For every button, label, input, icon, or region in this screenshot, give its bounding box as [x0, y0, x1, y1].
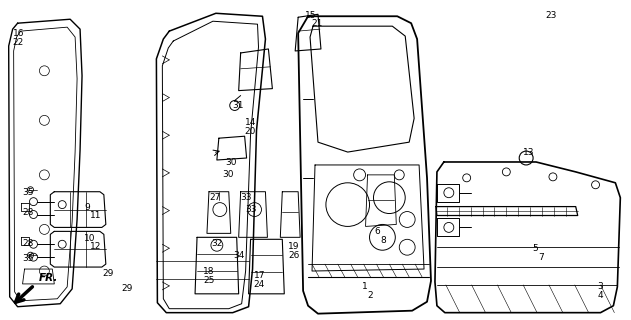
Text: 28: 28 — [23, 208, 34, 217]
Text: 21: 21 — [311, 19, 322, 28]
Text: 24: 24 — [254, 280, 265, 289]
Text: 4: 4 — [598, 291, 603, 300]
Text: 33: 33 — [240, 193, 252, 202]
Text: 6: 6 — [374, 228, 380, 236]
Text: 10: 10 — [84, 234, 95, 243]
Text: 31: 31 — [233, 100, 244, 109]
Text: 2: 2 — [367, 291, 373, 300]
Text: 25: 25 — [203, 276, 215, 285]
Text: 28: 28 — [23, 239, 34, 248]
Text: 22: 22 — [13, 38, 24, 47]
Text: 1: 1 — [362, 282, 367, 291]
Text: 34: 34 — [233, 251, 245, 260]
Text: 8: 8 — [380, 236, 386, 245]
Text: 23: 23 — [545, 11, 557, 20]
Text: 3: 3 — [598, 282, 603, 291]
Text: 35: 35 — [23, 254, 34, 263]
Text: 13: 13 — [523, 148, 534, 157]
Text: 29: 29 — [122, 284, 133, 293]
Text: 17: 17 — [254, 271, 265, 280]
Text: 5: 5 — [532, 244, 538, 253]
Text: 14: 14 — [245, 118, 256, 127]
Text: 9: 9 — [84, 203, 90, 212]
Text: 18: 18 — [203, 267, 215, 276]
Text: 32: 32 — [211, 239, 222, 248]
Text: 11: 11 — [90, 211, 102, 220]
Text: 35: 35 — [23, 188, 34, 197]
Text: 19: 19 — [288, 242, 300, 251]
Text: 12: 12 — [90, 242, 102, 251]
Text: 16: 16 — [13, 29, 24, 38]
Text: 7: 7 — [538, 253, 544, 262]
Text: 20: 20 — [245, 127, 256, 136]
Text: 27: 27 — [209, 193, 220, 202]
Text: 30: 30 — [225, 158, 236, 167]
Text: FR.: FR. — [38, 273, 58, 283]
Text: 26: 26 — [288, 251, 300, 260]
Text: 30: 30 — [222, 170, 233, 179]
Text: 33: 33 — [245, 204, 257, 214]
Text: 29: 29 — [102, 269, 113, 278]
Text: 15: 15 — [305, 11, 317, 20]
